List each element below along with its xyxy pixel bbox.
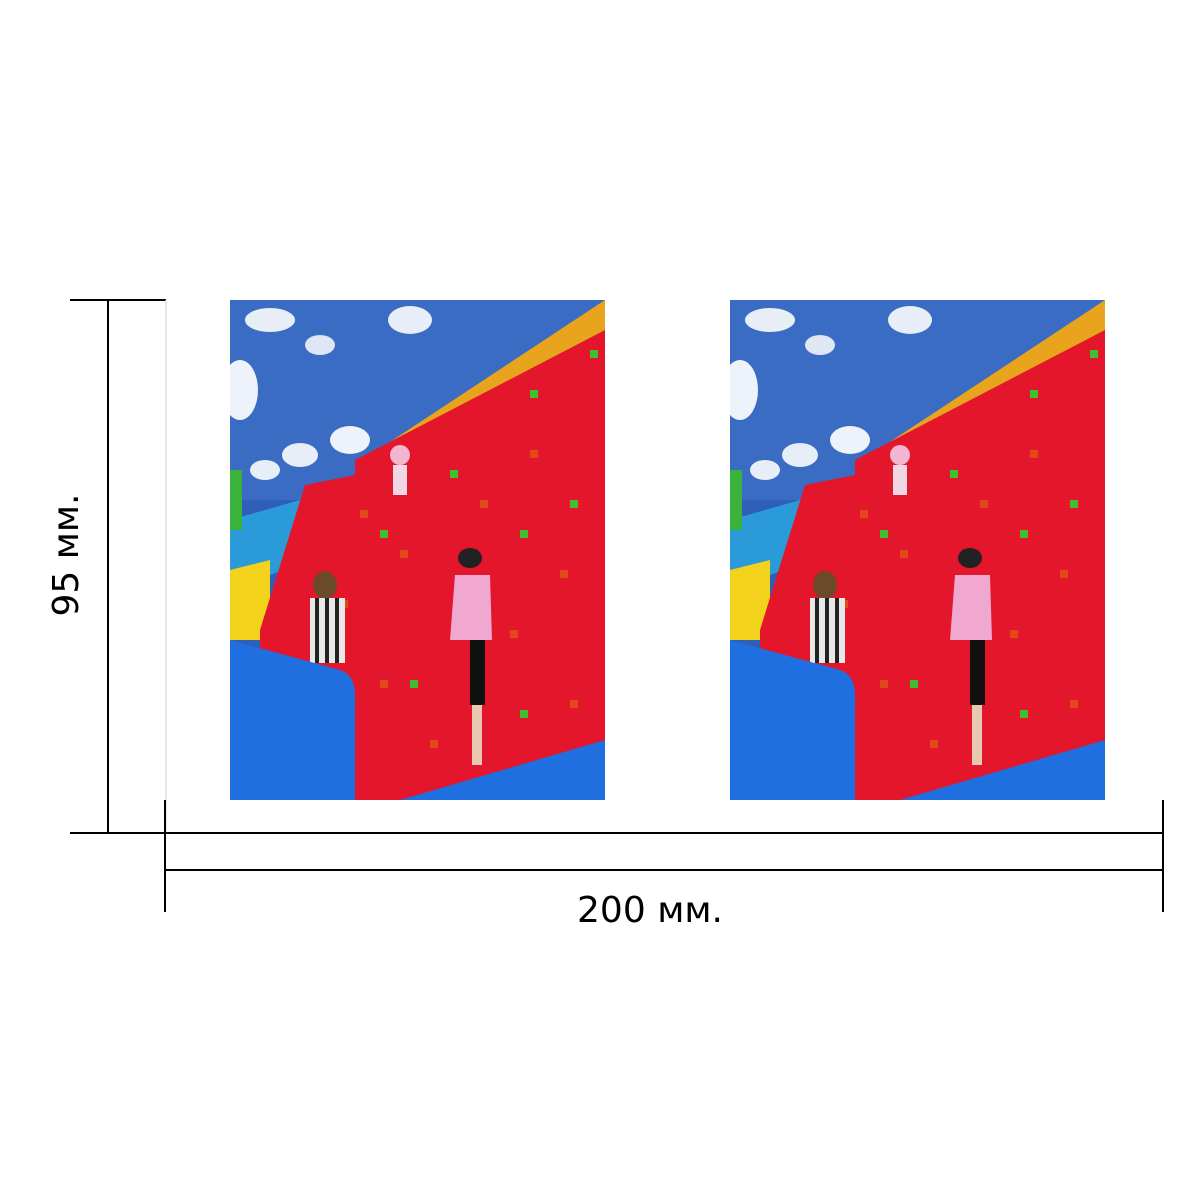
width-dimension: [164, 800, 1164, 912]
product-photo: [222, 300, 605, 800]
height-dimension: [70, 299, 166, 834]
product-photo: [722, 300, 1105, 800]
width-label: 200 мм.: [577, 890, 723, 931]
height-label: 95 мм.: [46, 493, 87, 616]
